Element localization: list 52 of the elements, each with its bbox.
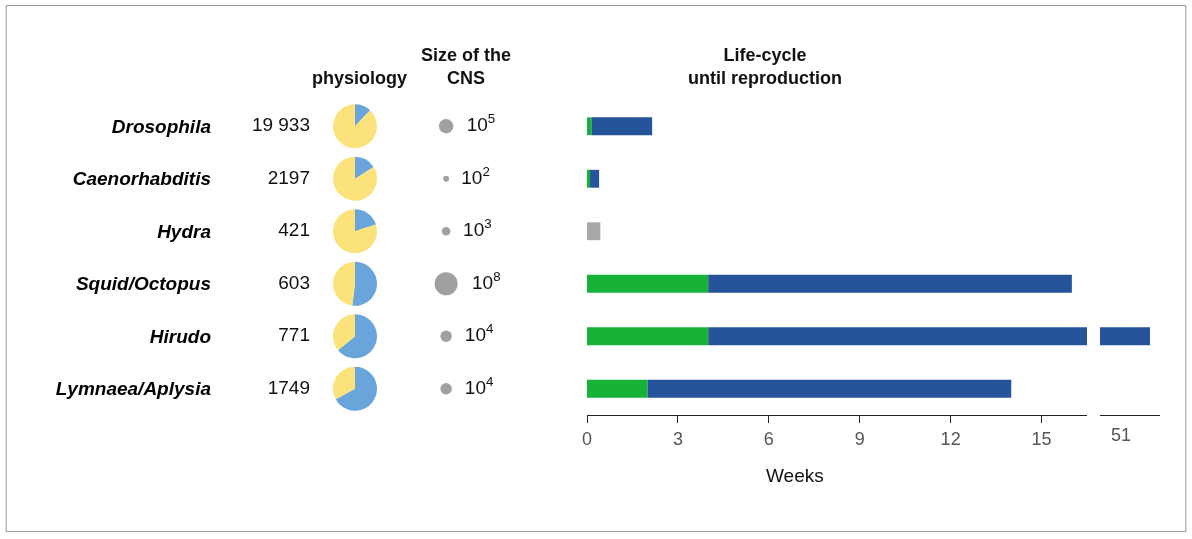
bar — [587, 169, 591, 188]
bar — [591, 117, 653, 136]
bar — [587, 327, 709, 346]
pie-slice — [352, 261, 377, 306]
data-label: 10$^{8}$ — [461, 268, 501, 293]
pie-slice — [333, 209, 377, 254]
pie-slice — [338, 314, 377, 359]
data-label: 10$^{5}$ — [456, 111, 496, 135]
bar — [647, 379, 1012, 398]
text: 51 — [1111, 425, 1132, 445]
category-label: Hydra — [157, 220, 212, 242]
pie-slice — [333, 366, 355, 400]
data-label: 10$^{4}$ — [454, 373, 494, 398]
category-label: Caenorhabditis — [72, 168, 211, 190]
x-tick-label: 9 — [854, 428, 865, 449]
bar — [590, 169, 600, 188]
bar — [587, 274, 709, 293]
bar — [587, 117, 592, 136]
bar — [708, 327, 1087, 346]
data-label: 421 — [278, 219, 310, 240]
data-label: 10$^{4}$ — [454, 321, 494, 345]
pie-slice — [335, 366, 377, 411]
data-label: 10$^{3}$ — [452, 216, 492, 240]
x-tick-label: 3 — [672, 428, 683, 449]
pie-slice — [355, 209, 376, 232]
chart-title: Life-cycle until reproduction — [688, 45, 842, 89]
x-tick-label: 6 — [763, 428, 774, 449]
bar — [708, 274, 1072, 293]
bar — [587, 222, 601, 241]
category-label: Drosophila — [111, 115, 212, 137]
pie-slice — [333, 156, 377, 201]
pie-slice — [355, 156, 374, 179]
pie-slice — [355, 104, 371, 127]
x-tick-label: 0 — [581, 428, 593, 449]
pie-slice — [333, 314, 355, 351]
category-label: Lymnaea/Aplysia — [55, 378, 212, 400]
data-label: 771 — [278, 324, 310, 345]
category-label: Hirudo — [149, 325, 211, 347]
data-label: 10$^{2}$ — [450, 163, 490, 188]
text: Size of the CNS — [421, 45, 512, 89]
data-label: 2197 — [267, 166, 310, 188]
pie-slice — [333, 104, 377, 149]
x-axis-title: Weeks — [766, 465, 824, 486]
data-label: 1749 — [267, 376, 310, 398]
bar — [587, 379, 648, 398]
data-label: 603 — [278, 271, 310, 293]
text: physiology — [312, 68, 408, 88]
category-label: Squid/Octopus — [75, 273, 211, 295]
data-label: 19 933 — [251, 114, 310, 135]
x-tick-label: 15 — [1031, 428, 1052, 449]
x-tick-label: 12 — [940, 428, 961, 449]
pie-slice — [333, 261, 355, 306]
